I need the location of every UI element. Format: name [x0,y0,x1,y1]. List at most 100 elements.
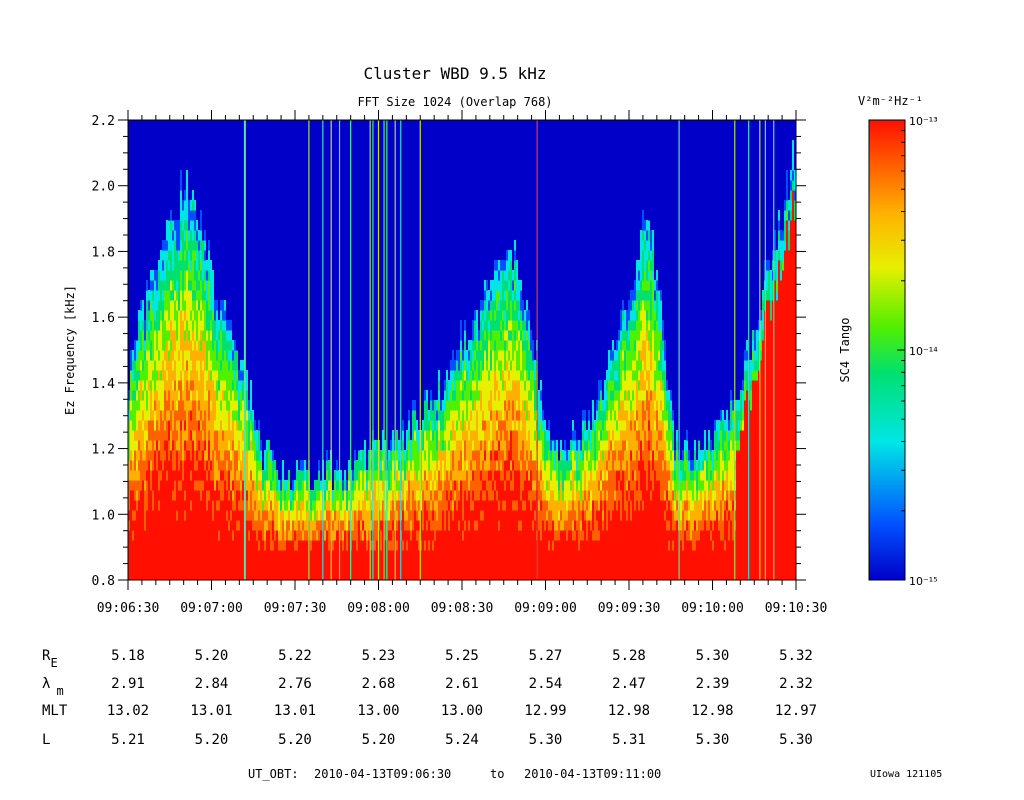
spectrogram-column [368,450,370,580]
spectrogram-cell [214,480,216,491]
spectrogram-cell [246,560,248,571]
spectrogram-cell [504,300,506,311]
spectrogram-cell [178,290,180,301]
spectrogram-cell [474,520,476,531]
spectrogram-cell [398,570,400,580]
spectrogram-cell [454,430,456,441]
spectrogram-cell [186,340,188,351]
spectrogram-cell [278,510,280,521]
spectrogram-cell [564,530,566,541]
spectrogram-cell [130,460,132,471]
spectrogram-cell [526,330,528,341]
spectrogram-cell [148,370,150,381]
spectrogram-cell [164,410,166,421]
spectrogram-cell [412,450,414,461]
spectrogram-cell [508,400,510,411]
spectrogram-cell [188,520,190,531]
spectrogram-cell [160,400,162,411]
spectrogram-cell [278,530,280,541]
spectrogram-cell [462,520,464,531]
spectrogram-cell [174,280,176,291]
spectrogram-cell [470,540,472,551]
spectrogram-cell [518,390,520,401]
spectrogram-cell [146,420,148,431]
spectrogram-cell [578,510,580,521]
spectrogram-cell [390,500,392,511]
spectrogram-cell [178,510,180,521]
spectrogram-cell [562,550,564,561]
spectrogram-cell [160,440,162,451]
spectrogram-cell [340,510,342,521]
spectrogram-cell [230,540,232,551]
spectrogram-cell [254,460,256,471]
spectrogram-cell [524,490,526,501]
spectrogram-column [566,450,568,580]
spectrogram-column [358,440,360,580]
spectrogram-cell [210,270,212,281]
spectrogram-cell [166,250,168,261]
spectrogram-cell [204,520,206,531]
spectrogram-cell [550,540,552,551]
spectrogram-cell [502,530,504,541]
spectrogram-cell [150,430,152,441]
spectrogram-cell [362,560,364,571]
spectrogram-cell [458,380,460,391]
spectrogram-cell [478,490,480,501]
spectrogram-cell [352,510,354,521]
spectrogram-cell [504,520,506,531]
spectrogram-column [382,430,384,580]
spectrogram-cell [462,430,464,441]
spectrogram-cell [384,530,386,541]
spectrogram-cell [496,410,498,421]
spectrogram-cell [156,550,158,561]
spectrogram-cell [142,340,144,351]
spectrogram-cell [168,450,170,461]
spectrogram-cell [174,500,176,511]
spectrogram-cell [230,360,232,371]
spectrogram-cell [570,450,572,461]
spectrogram-cell [506,410,508,421]
spectrogram-cell [180,170,182,181]
spectrogram-cell [396,570,398,580]
spectrogram-cell [224,550,226,561]
spectrogram-cell [184,230,186,241]
spectrogram-cell [402,490,404,501]
spectrogram-cell [432,460,434,471]
spectrogram-cell [320,520,322,531]
spectrogram-cell [186,220,188,231]
spectrogram-cell [176,480,178,491]
spectrogram-cell [202,350,204,361]
spectrogram-cell [258,420,260,431]
spectrogram-cell [444,420,446,431]
spectrogram-column [182,200,184,580]
spectrogram-cell [142,550,144,561]
spectrogram-cell [528,470,530,481]
spectrogram-cell [222,570,224,580]
spectrogram-cell [540,390,542,401]
spectrogram-cell [218,560,220,571]
spectrogram-cell [142,350,144,361]
spectrogram-cell [562,470,564,481]
spectrogram-cell [146,320,148,331]
spectrogram-cell [548,420,550,431]
spectrogram-cell [320,510,322,521]
spectrogram-cell [362,480,364,491]
spectrogram-cell [456,510,458,521]
spectrogram-cell [140,440,142,451]
spectrogram-cell [158,530,160,541]
spectrogram-cell [512,390,514,401]
spectrogram-cell [534,490,536,501]
spectrogram-cell [182,540,184,551]
spectrogram-cell [370,530,372,541]
spectrogram-cell [216,550,218,561]
spectrogram-cell [564,540,566,551]
spectrogram-cell [216,300,218,311]
spectrogram-cell [166,240,168,251]
spectrogram-cell [414,510,416,521]
spectrogram-cell [382,460,384,471]
spectrogram-cell [470,490,472,501]
spectrogram-cell [232,460,234,471]
spectrogram-cell [512,360,514,371]
spectrogram-cell [496,460,498,471]
spectrogram-cell [152,490,154,501]
